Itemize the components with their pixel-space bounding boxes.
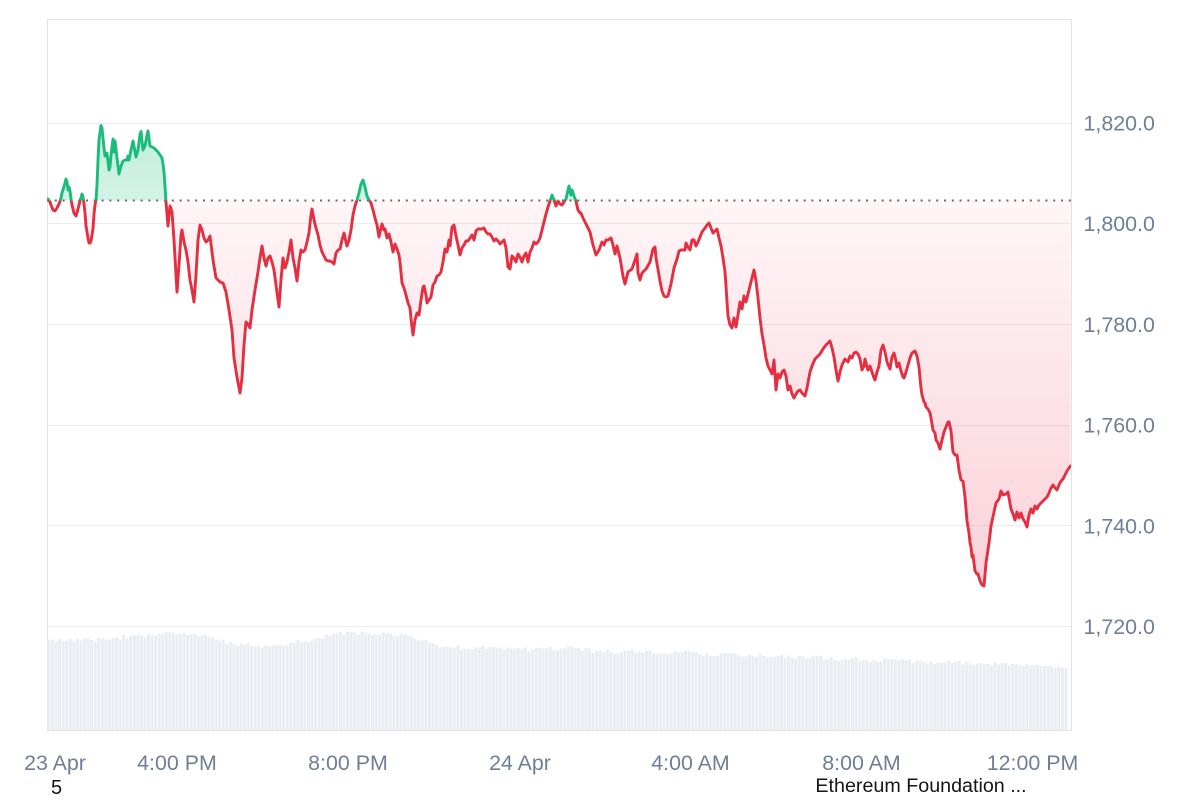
svg-text:12:00 PM: 12:00 PM xyxy=(987,751,1079,775)
svg-text:8:00 AM: 8:00 AM xyxy=(822,751,900,775)
svg-text:8:00 PM: 8:00 PM xyxy=(308,751,388,775)
svg-text:5: 5 xyxy=(51,777,62,799)
svg-text:1,720.0: 1,720.0 xyxy=(1084,615,1155,639)
svg-text:Ethereum Foundation ...: Ethereum Foundation ... xyxy=(815,775,1026,797)
svg-text:1,760.0: 1,760.0 xyxy=(1084,414,1155,438)
svg-text:1,780.0: 1,780.0 xyxy=(1084,313,1155,337)
svg-text:1,800.0: 1,800.0 xyxy=(1084,212,1155,236)
svg-text:1,820.0: 1,820.0 xyxy=(1084,112,1155,136)
svg-text:23 Apr: 23 Apr xyxy=(24,751,86,775)
svg-text:4:00 PM: 4:00 PM xyxy=(137,751,217,775)
svg-text:4:00 AM: 4:00 AM xyxy=(651,751,729,775)
svg-text:1,740.0: 1,740.0 xyxy=(1084,514,1155,538)
svg-text:24 Apr: 24 Apr xyxy=(489,751,551,775)
